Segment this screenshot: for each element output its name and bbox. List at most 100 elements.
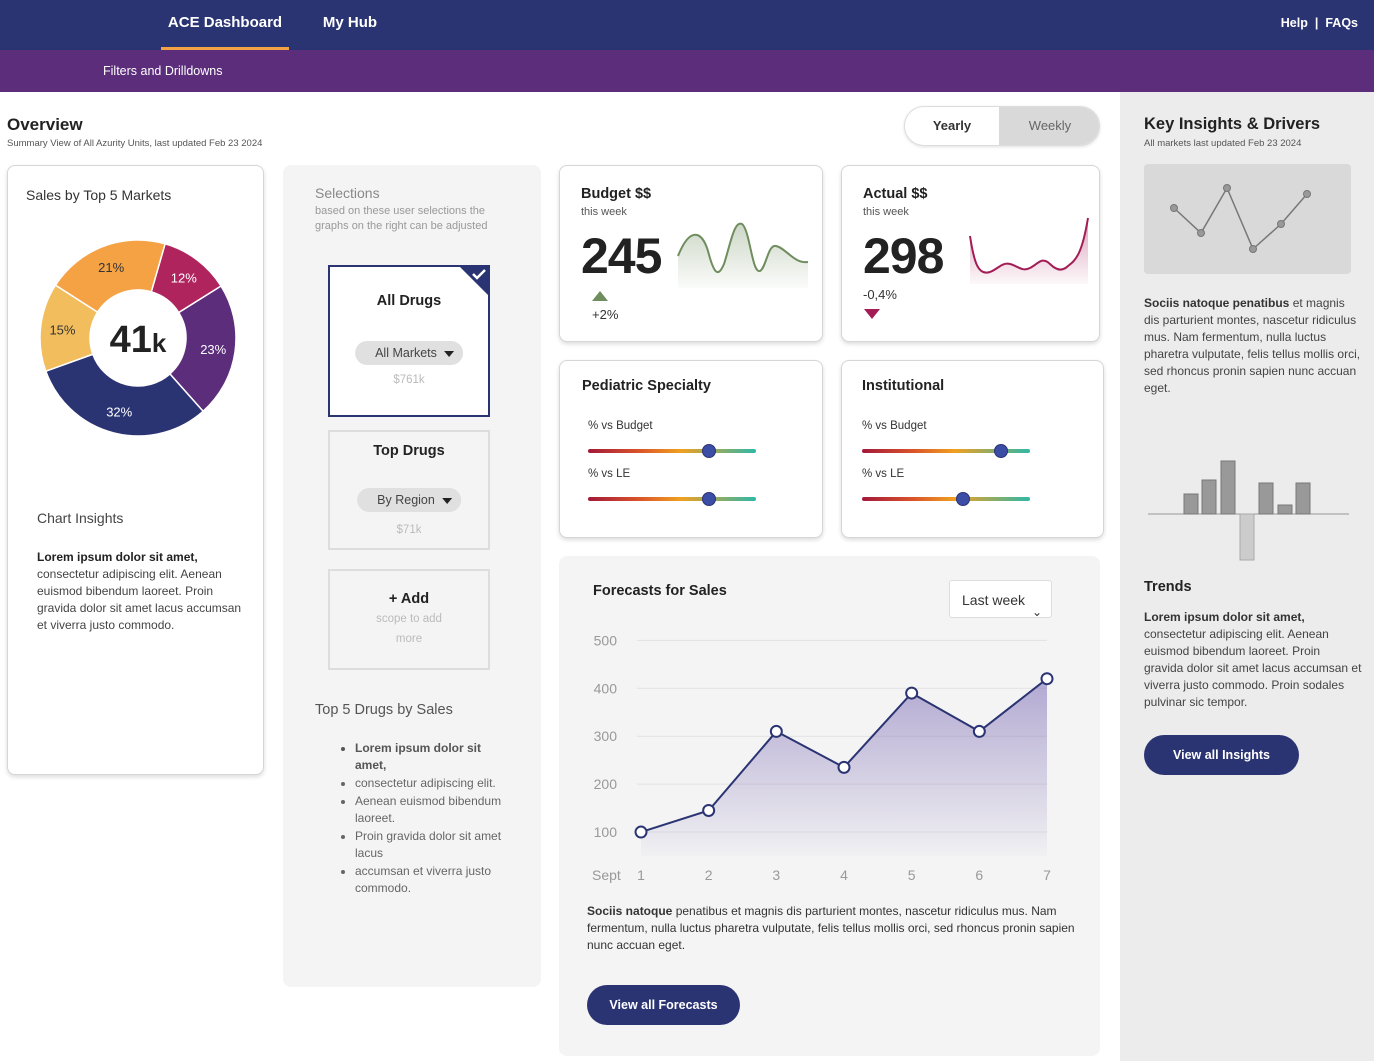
- top5-list: Lorem ipsum dolor sit amet, consectetur …: [355, 740, 515, 898]
- top-drugs-amount: $71k: [396, 524, 422, 536]
- forecast-point[interactable]: [1040, 672, 1054, 686]
- forecast-point[interactable]: [702, 803, 716, 817]
- caret-down-icon: [443, 351, 454, 357]
- trends-bar: [1258, 482, 1274, 515]
- institutional-card: Institutional % vs Budget % vs LE: [841, 360, 1104, 538]
- faqs-link[interactable]: FAQs: [1325, 16, 1358, 30]
- trends-bar: [1201, 479, 1217, 515]
- donut-slice-2: [168, 285, 237, 413]
- forecast-text-body: penatibus et magnis dis parturient monte…: [587, 904, 1075, 952]
- add-title: + Add: [388, 591, 430, 607]
- all-drugs-card[interactable]: All Drugs All Markets $761k: [328, 265, 490, 417]
- pediatric-vs-le-label: % vs LE: [588, 468, 631, 480]
- donut-slice-label: 15%: [49, 322, 75, 337]
- all-markets-dropdown[interactable]: All Markets: [355, 341, 463, 365]
- pediatric-card: Pediatric Specialty % vs Budget % vs LE: [559, 360, 823, 538]
- pediatric-vs-budget-label: % vs Budget: [588, 420, 653, 432]
- budget-subtitle: this week: [581, 206, 627, 218]
- x-tick-label: 5: [908, 867, 916, 883]
- slider-thumb[interactable]: [955, 492, 970, 506]
- trend-down-icon: [864, 309, 880, 319]
- trends-text: Lorem ipsum dolor sit amet, consectetur a…: [1144, 609, 1362, 711]
- help-link[interactable]: Help: [1280, 16, 1308, 30]
- institutional-vs-le-slider[interactable]: [862, 492, 1030, 506]
- help-separator: |: [1314, 16, 1319, 30]
- add-line2: more: [395, 633, 423, 645]
- x-tick-label: 2: [705, 867, 713, 883]
- top-drugs-card[interactable]: Top Drugs By Region $71k: [328, 430, 490, 550]
- insights-title: Key Insights & Drivers: [1144, 115, 1321, 133]
- forecast-point[interactable]: [837, 760, 851, 774]
- sales-card: Sales by Top 5 Markets 12% 23% 32% 15% 21% 41…: [7, 165, 264, 775]
- list-item: Lorem ipsum dolor sit amet,: [355, 740, 515, 774]
- all-markets-label: All Markets: [375, 346, 437, 360]
- period-toggle: Yearly Weekly: [904, 106, 1100, 146]
- institutional-vs-le-label: % vs LE: [862, 468, 905, 480]
- forecast-text: Sociis natoque penatibus et magnis dis p…: [587, 903, 1087, 954]
- insights-text-bold: Sociis natoque penatibus: [1144, 296, 1290, 310]
- forecast-area: [641, 678, 1047, 856]
- forecast-title: Forecasts for Sales: [593, 583, 727, 599]
- slider-thumb[interactable]: [994, 444, 1009, 458]
- forecast-point[interactable]: [905, 686, 919, 700]
- actual-value: 298: [863, 228, 944, 284]
- top5-title: Top 5 Drugs by Sales: [315, 702, 453, 718]
- actual-change: -0,4%: [863, 287, 897, 302]
- toggle-weekly[interactable]: Weekly: [999, 107, 1099, 145]
- overview-title: Overview: [7, 115, 83, 134]
- chart-insights-body: consectetur adipiscing elit. Aenean euis…: [37, 567, 242, 632]
- actual-card: Actual $$ this week 298 -0,4%: [841, 165, 1100, 342]
- pediatric-vs-budget-slider[interactable]: [588, 444, 756, 458]
- view-insights-button[interactable]: View all Insights: [1144, 735, 1299, 775]
- list-item: consectetur adipiscing elit.: [355, 775, 515, 792]
- institutional-vs-budget-slider[interactable]: [862, 444, 1030, 458]
- top-nav: ACE Dashboard My Hub Help | FAQs: [0, 0, 1374, 50]
- budget-card: Budget $$ this week 245 +2%: [559, 165, 823, 342]
- forecast-chart: 100 200 300 400 500 Sept 1 2 3 4 5 6 7: [592, 632, 1054, 883]
- insights-line-chart-svg: [1170, 184, 1311, 253]
- actual-sparkline: [969, 217, 1089, 284]
- forecast-point[interactable]: [972, 724, 986, 738]
- budget-sparkline: [677, 222, 809, 288]
- selections-desc: based on these user selections the graph…: [315, 205, 488, 232]
- tab-ace-dashboard[interactable]: ACE Dashboard: [161, 0, 289, 50]
- sales-title: Sales by Top 5 Markets: [26, 187, 172, 203]
- forecast-point[interactable]: [769, 724, 783, 738]
- x-tick-label: 1: [637, 867, 645, 883]
- donut-center-value: 41k: [110, 319, 167, 361]
- chart-insights-title: Chart Insights: [37, 510, 124, 526]
- y-tick-label: 200: [594, 776, 618, 792]
- insights-point: [1223, 184, 1231, 192]
- pediatric-vs-le-slider[interactable]: [588, 492, 756, 506]
- add-scope-card[interactable]: + Add scope to add more: [328, 569, 490, 670]
- donut-slice-label: 12%: [171, 270, 197, 285]
- slider-thumb[interactable]: [701, 444, 716, 458]
- toggle-yearly[interactable]: Yearly: [932, 118, 972, 133]
- list-item: accumsan et viverra justo commodo.: [355, 863, 515, 897]
- chart-insights-bold: Lorem ipsum dolor sit amet,: [37, 550, 198, 564]
- period-select[interactable]: Last week ⌄: [949, 580, 1052, 619]
- budget-sparkline-line: [677, 222, 809, 274]
- insights-sidebar: Key Insights & Drivers All markets last …: [1120, 92, 1374, 1061]
- filters-drilldowns-link[interactable]: Filters and Drilldowns: [103, 64, 223, 78]
- tab-my-hub[interactable]: My Hub: [322, 14, 378, 31]
- slider-thumb[interactable]: [701, 492, 716, 506]
- view-forecasts-button[interactable]: View all Forecasts: [587, 985, 740, 1025]
- x-tick-label: 4: [840, 867, 848, 883]
- y-tick-label: 400: [594, 680, 618, 696]
- forecast-text-bold: Sociis natoque: [587, 904, 673, 918]
- donut-slice-label: 32%: [106, 405, 132, 420]
- trends-text-body: consectetur adipiscing elit. Aenean euis…: [1144, 627, 1362, 709]
- insights-text: Sociis natoque penatibus et magnis dis p…: [1144, 295, 1362, 397]
- sales-donut-chart: 12% 23% 32% 15% 21% 41k: [39, 239, 237, 437]
- top-drugs-title: Top Drugs: [373, 443, 445, 459]
- check-icon: [458, 265, 490, 297]
- forecast-point[interactable]: [634, 825, 648, 839]
- pediatric-title: Pediatric Specialty: [582, 378, 711, 394]
- all-drugs-amount: $761k: [393, 374, 425, 386]
- y-tick-label: 500: [594, 632, 618, 648]
- selections-title: Selections: [315, 185, 380, 201]
- by-region-dropdown[interactable]: By Region: [357, 488, 461, 512]
- trends-bar: [1183, 493, 1199, 515]
- trends-bar: [1295, 482, 1311, 515]
